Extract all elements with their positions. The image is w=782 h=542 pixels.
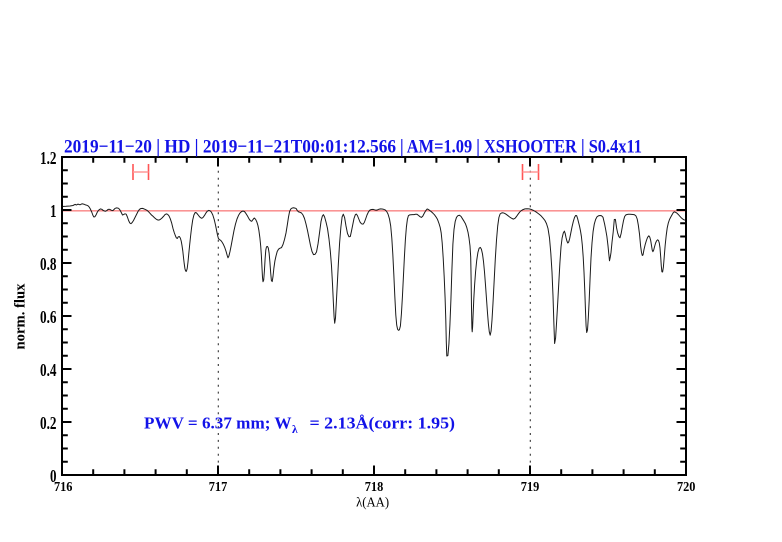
svg-text:0: 0 [50,466,57,486]
svg-text:0.8: 0.8 [40,254,57,274]
svg-text:718: 718 [365,480,384,495]
svg-text:0.6: 0.6 [40,307,57,327]
svg-text:719: 719 [521,480,540,495]
svg-text:| AM=1.09 | XSHOOTER | S0: | AM=1.09 | XSHOOTER | S0.4x11 [400,137,642,158]
svg-text:norm. flux: norm. flux [13,283,29,349]
svg-text:0.4: 0.4 [40,360,57,380]
svg-text:λ: λ [292,424,298,436]
svg-text:1.2: 1.2 [40,148,57,168]
svg-text:717: 717 [209,480,228,495]
svg-text:1: 1 [50,201,57,221]
svg-text:2019−11−20 | HD | 2019−11−: 2019−11−20 | HD | 2019−11−21T00:01:12.56… [64,137,396,158]
svg-text:716: 716 [54,480,73,495]
svg-text:λ(AA): λ(AA) [356,496,389,511]
svg-text:720: 720 [677,480,696,495]
svg-text:0.2: 0.2 [40,413,57,433]
svg-text:= 2.13Å(corr: 1.95): = 2.13Å(corr: 1.95) [310,414,456,433]
svg-text:PWV = 6.37 mm; W: PWV = 6.37 mm; W [144,414,292,433]
